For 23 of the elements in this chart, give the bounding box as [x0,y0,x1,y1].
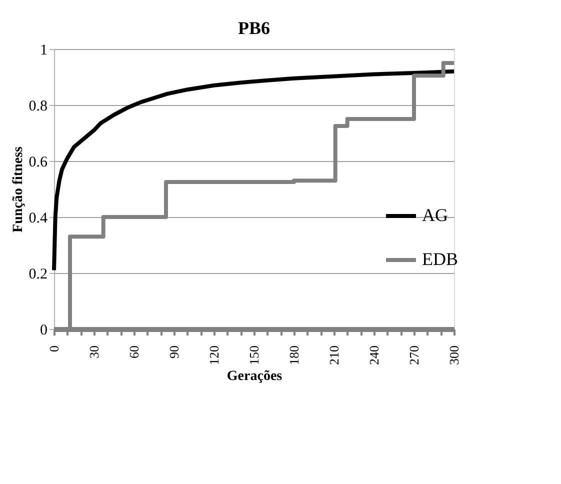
y-tick-label: 0.8 [28,98,48,114]
y-tick-label: 0 [40,322,48,338]
x-tick-label: 30 [86,346,102,358]
x-tick-label: 270 [406,346,422,365]
x-tick-label: 150 [246,346,262,365]
x-tick-label: 210 [326,346,342,365]
x-tick-label: 240 [366,346,382,365]
y-tick-label: 0.4 [28,210,48,226]
y-tick-label: 0.2 [28,266,48,282]
x-tick-label: 90 [166,346,182,358]
x-axis-title: Gerações [226,369,283,384]
x-tick-label: 0 [46,346,62,352]
y-tick-label: 1 [40,42,48,58]
x-tick-label: 60 [126,346,142,358]
x-tick-label: 300 [446,346,462,365]
chart-title: PB6 [238,18,270,38]
x-tick-label: 120 [206,346,222,365]
line-series [52,69,456,272]
legend-label: AG [422,205,448,225]
legend-label: EDB [422,249,458,269]
y-axis-title: Função fitness [10,146,26,232]
y-tick-label: 0.6 [28,154,48,170]
x-tick-label: 180 [286,346,302,365]
